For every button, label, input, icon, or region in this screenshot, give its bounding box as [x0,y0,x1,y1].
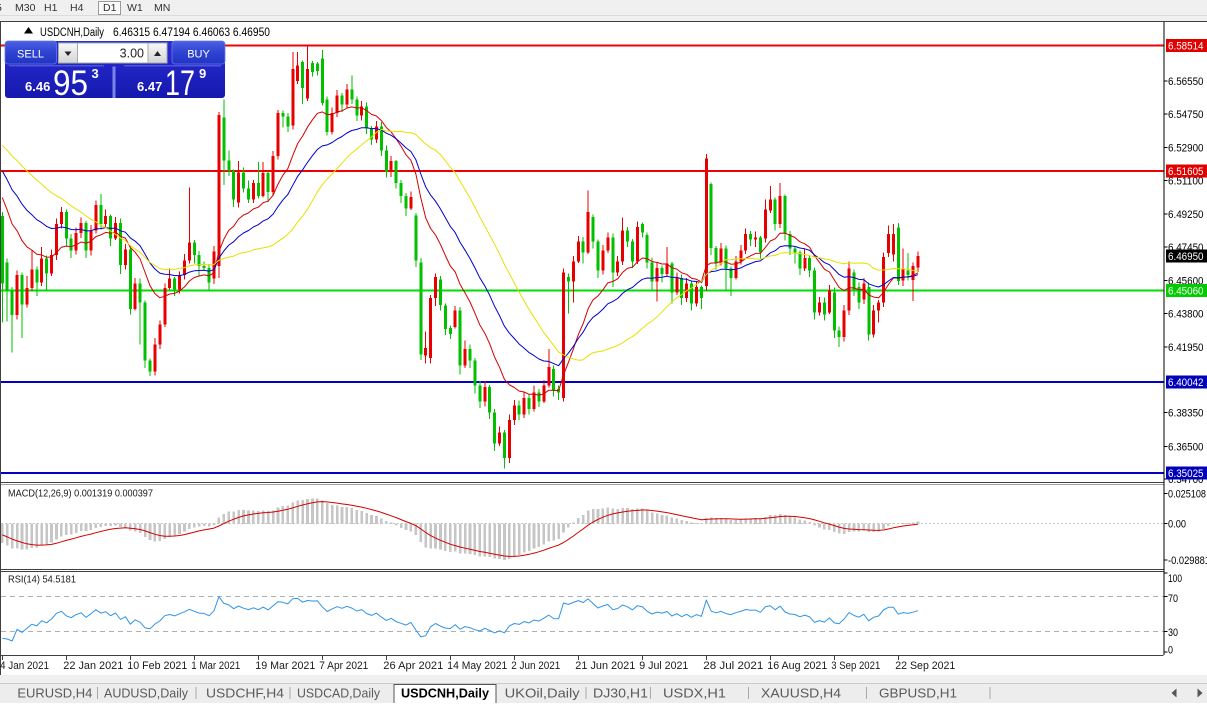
svg-text:0.025108: 0.025108 [1168,488,1206,500]
svg-text:21 Jun 2021: 21 Jun 2021 [575,660,635,672]
svg-text:6.58514: 6.58514 [1168,40,1204,52]
svg-text:USDCAD,Daily: USDCAD,Daily [297,687,381,701]
svg-text:16 Aug 2021: 16 Aug 2021 [767,660,827,672]
svg-text:W1: W1 [127,2,143,14]
svg-text:1 Mar 2021: 1 Mar 2021 [191,660,240,672]
svg-text:BUY: BUY [187,49,210,61]
svg-text:M30: M30 [15,2,36,14]
svg-text:19 Mar 2021: 19 Mar 2021 [255,660,315,672]
svg-text:28 Jul 2021: 28 Jul 2021 [703,660,763,672]
svg-text:D1: D1 [103,2,117,14]
svg-text:3 Sep 2021: 3 Sep 2021 [831,660,880,672]
svg-text:14 May 2021: 14 May 2021 [447,660,507,672]
svg-text:USDCNH,Daily: USDCNH,Daily [40,27,104,39]
svg-text:6.40042: 6.40042 [1168,377,1204,389]
svg-text:9: 9 [199,66,206,81]
svg-text:6.49250: 6.49250 [1168,209,1204,221]
svg-text:UKOil,Daily: UKOil,Daily [505,687,581,701]
svg-text:10 Feb 2021: 10 Feb 2021 [127,660,187,672]
svg-text:SELL: SELL [17,49,44,61]
svg-text:H4: H4 [70,2,84,14]
svg-text:6.38350: 6.38350 [1168,408,1204,420]
svg-text:17: 17 [165,64,195,103]
svg-text:RSI(14) 54.5181: RSI(14) 54.5181 [8,574,76,586]
svg-text:USDCHF,H4: USDCHF,H4 [206,687,284,701]
svg-text:6.56550: 6.56550 [1168,76,1204,88]
svg-text:XAUUSD,H4: XAUUSD,H4 [761,687,841,701]
svg-text:H1: H1 [44,2,58,14]
svg-text:4 Jan 2021: 4 Jan 2021 [0,660,49,672]
svg-text:GBPUSD,H1: GBPUSD,H1 [879,687,957,701]
svg-text:6.43800: 6.43800 [1168,308,1204,320]
svg-text:USDCNH,Daily: USDCNH,Daily [401,687,489,701]
svg-text:MN: MN [154,2,170,14]
svg-text:AUDUSD,Daily: AUDUSD,Daily [104,687,189,701]
svg-text:6.51605: 6.51605 [1168,166,1204,178]
svg-text:6.46315 6.47194 6.46063 6.4695: 6.46315 6.47194 6.46063 6.46950 [113,27,270,39]
svg-text:3: 3 [92,66,99,81]
svg-text:6.41950: 6.41950 [1168,342,1204,354]
svg-text:6.36500: 6.36500 [1168,441,1204,453]
svg-text:6.35025: 6.35025 [1168,468,1204,480]
svg-text:5: 5 [0,2,2,14]
svg-text:0: 0 [1168,644,1173,656]
svg-text:-0.029881: -0.029881 [1168,555,1207,567]
svg-text:6.46: 6.46 [25,79,50,94]
svg-text:0.00: 0.00 [1168,518,1186,530]
svg-text:22 Sep 2021: 22 Sep 2021 [895,660,955,672]
svg-text:2 Jun 2021: 2 Jun 2021 [511,660,560,672]
svg-text:3.00: 3.00 [120,47,144,61]
svg-text:22 Jan 2021: 22 Jan 2021 [63,660,123,672]
svg-text:100: 100 [1168,573,1182,585]
svg-text:6.46950: 6.46950 [1168,251,1204,263]
svg-text:6.54750: 6.54750 [1168,109,1204,121]
svg-text:6.45060: 6.45060 [1168,285,1204,297]
svg-text:USDX,H1: USDX,H1 [663,687,726,701]
svg-text:EURUSD,H4: EURUSD,H4 [17,687,92,701]
svg-text:70: 70 [1168,593,1178,605]
svg-text:26 Apr 2021: 26 Apr 2021 [383,660,443,672]
svg-text:MACD(12,26,9) 0.001319 0.00039: MACD(12,26,9) 0.001319 0.000397 [8,488,153,500]
svg-text:30: 30 [1168,627,1178,639]
svg-text:6.52900: 6.52900 [1168,143,1204,155]
svg-text:6.47: 6.47 [137,79,162,94]
svg-text:6.51100: 6.51100 [1168,175,1204,187]
svg-text:9 Jul 2021: 9 Jul 2021 [639,660,688,672]
svg-text:DJ30,H1: DJ30,H1 [593,687,648,701]
svg-text:7 Apr 2021: 7 Apr 2021 [319,660,368,672]
svg-text:95: 95 [53,64,88,103]
